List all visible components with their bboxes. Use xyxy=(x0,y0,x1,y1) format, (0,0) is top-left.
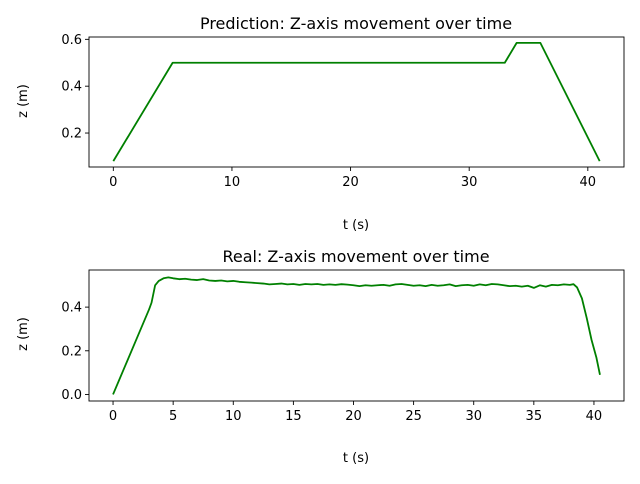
x-tick-label: 10 xyxy=(225,409,242,424)
x-tick-label: 40 xyxy=(586,409,603,424)
y-tick-label: 0.6 xyxy=(61,33,82,48)
x-tick-label: 20 xyxy=(345,409,362,424)
real-chart: Real: Z-axis movement over time t (s) z … xyxy=(16,247,625,466)
series-line-0 xyxy=(112,276,601,395)
x-tick-label: 0 xyxy=(109,409,117,424)
x-tick-label: 35 xyxy=(526,409,543,424)
plot-frame xyxy=(88,36,625,168)
y-axis-label: z (m) xyxy=(16,84,31,118)
y-tick-label: 0.2 xyxy=(61,127,82,142)
prediction-chart: Prediction: Z-axis movement over time t … xyxy=(16,14,625,233)
x-tick-label: 20 xyxy=(342,175,359,190)
y-tick-label: 0.0 xyxy=(61,388,82,403)
x-tick-label: 10 xyxy=(224,175,241,190)
series-line-0 xyxy=(112,41,601,162)
x-tick-label: 15 xyxy=(285,409,302,424)
x-tick-label: 5 xyxy=(169,409,177,424)
y-tick-label: 0.4 xyxy=(61,80,82,95)
x-axis-label: t (s) xyxy=(343,218,369,233)
x-tick-label: 30 xyxy=(461,175,478,190)
y-tick-label: 0.2 xyxy=(61,344,82,359)
chart-title: Real: Z-axis movement over time xyxy=(222,247,489,266)
x-axis-label: t (s) xyxy=(343,451,369,466)
y-tick-label: 0.4 xyxy=(61,301,82,316)
x-tick-label: 30 xyxy=(465,409,482,424)
plot-frame xyxy=(88,269,625,402)
chart-title: Prediction: Z-axis movement over time xyxy=(200,14,512,33)
x-tick-label: 0 xyxy=(109,175,117,190)
x-tick-label: 25 xyxy=(405,409,422,424)
x-tick-label: 40 xyxy=(580,175,597,190)
y-axis-label: z (m) xyxy=(16,317,31,351)
